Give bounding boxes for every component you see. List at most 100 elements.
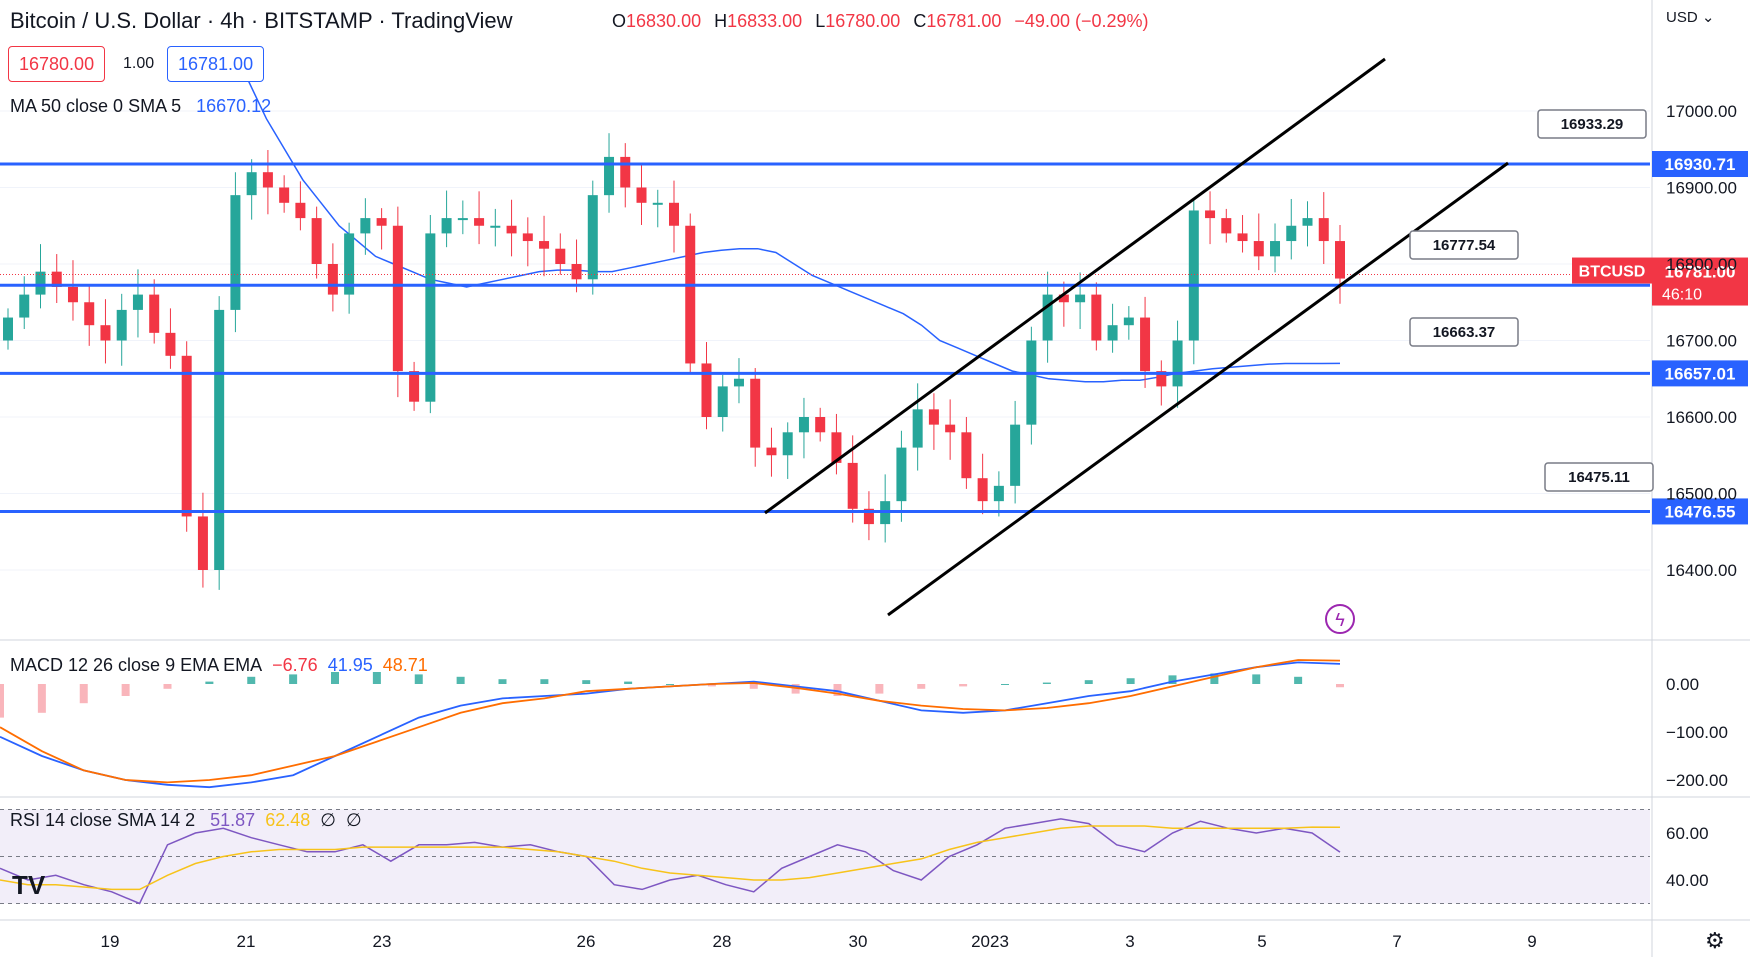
sell-button[interactable]: 16780.00 — [8, 46, 106, 82]
candle-body — [84, 302, 95, 326]
candle-body — [733, 378, 744, 387]
callout-label: 16777.54 — [1433, 237, 1496, 254]
time-tick-label: 7 — [1392, 932, 1401, 951]
tradingview-logo[interactable]: TV — [12, 870, 46, 900]
last-price-tag — [1652, 257, 1748, 306]
candle-body — [669, 202, 679, 226]
candle-body — [945, 424, 956, 433]
candle-body — [1058, 294, 1069, 303]
macd-histogram-bar — [917, 684, 926, 689]
macd-histogram-bar — [0, 684, 4, 718]
time-tick-label: 2023 — [971, 932, 1009, 951]
candle-body — [295, 202, 306, 219]
price-tick-label: 16700.00 — [1666, 332, 1737, 351]
price-tick-label: 16600.00 — [1666, 408, 1737, 427]
change-value: −49.00 (−0.29%) — [1014, 11, 1149, 31]
candle-body — [1335, 241, 1345, 279]
macd-tick-label: 0.00 — [1666, 675, 1699, 694]
macd-histogram-bar — [707, 684, 716, 687]
ma-legend[interactable]: MA 50 close 0 SMA 5 16670.12 — [10, 96, 271, 117]
candle-body — [896, 447, 907, 502]
price-callouts[interactable]: 16933.29 16777.54 16663.37 16475.11 — [1409, 109, 1654, 492]
candle-body — [701, 363, 712, 417]
open-label: O — [612, 11, 627, 31]
macd-histogram-bar — [624, 681, 633, 684]
macd-legend-label: MACD 12 26 close 9 EMA EMA — [10, 655, 263, 675]
currency-selector[interactable]: USD ⌄ — [1666, 8, 1714, 26]
candle-body — [717, 386, 728, 417]
macd-histogram-bar — [121, 684, 130, 696]
macd-line — [0, 661, 1341, 789]
close-label: C — [913, 11, 927, 31]
rsi-sma-value: 62.48 — [265, 810, 311, 830]
candle-body — [474, 218, 485, 226]
rsi-legend[interactable]: RSI 14 close SMA 14 2 51.87 62.48 ∅ ∅ — [10, 810, 362, 831]
candle-body — [1140, 317, 1151, 372]
candle-body — [604, 156, 615, 196]
ma50-path — [229, 49, 1341, 383]
rsi-tick-label: 40.00 — [1666, 871, 1709, 890]
macd-histogram-bar — [875, 684, 884, 694]
macd-histogram-bar — [1042, 682, 1051, 684]
macd-histogram-bar — [79, 684, 88, 704]
macd-signal-value: 48.71 — [382, 655, 428, 675]
candle-body — [1075, 294, 1086, 303]
candle-body — [490, 225, 501, 228]
ma-legend-value: 16670.12 — [196, 96, 272, 116]
last-price-value: 16781.00 — [1665, 263, 1736, 282]
candle-body — [1010, 424, 1021, 486]
candle-body — [116, 309, 127, 341]
callout-label: 16475.11 — [1568, 469, 1630, 486]
price-axis[interactable]: BTCUSD 16781.00 46:10 16400.00 16500.00 16600… — [1572, 102, 1748, 580]
price-tick-label: 16800.00 — [1666, 255, 1737, 274]
candles — [3, 133, 1345, 590]
ohlc-readout: O16830.00 H16833.00 L16780.00 C16781.00 … — [612, 11, 1157, 32]
macd-pane: 0.00 −100.00 −200.00 — [0, 659, 1728, 790]
macd-histogram-bar — [959, 684, 968, 687]
macd-histogram-bar — [1210, 673, 1219, 684]
candle-body — [539, 241, 550, 249]
candle-body — [1318, 218, 1329, 242]
price-tick-label: 17000.00 — [1666, 102, 1737, 121]
level-price-label: 16476.55 — [1665, 502, 1736, 521]
callout-box — [1409, 317, 1519, 347]
candle-body — [1172, 340, 1183, 387]
macd-histogram-bar — [247, 676, 256, 684]
candle-body — [620, 156, 631, 188]
rsi-pane: 60.00 40.00 — [0, 818, 1709, 905]
candle-body — [311, 218, 322, 264]
macd-histogram-bar — [833, 684, 842, 696]
time-tick-label: 28 — [713, 932, 732, 951]
spread-value: 1.00 — [123, 55, 155, 72]
time-axis[interactable]: 19 21 23 26 28 30 2023 3 5 7 9 ⚙ — [101, 928, 1725, 953]
ma50-line — [229, 49, 1341, 383]
candle-body — [636, 187, 647, 203]
candle-body — [1042, 294, 1053, 341]
candle-body — [831, 432, 842, 463]
macd-signal-line — [0, 659, 1341, 784]
event-lightning-icon — [1325, 604, 1355, 634]
candle-body — [360, 218, 371, 234]
macd-histogram-bar — [37, 684, 46, 713]
candle-body — [1205, 210, 1216, 219]
time-tick-label: 9 — [1527, 932, 1536, 951]
buy-button[interactable]: 16781.00 — [167, 46, 265, 82]
callout-label: 16933.29 — [1561, 116, 1624, 133]
close-value: 16781.00 — [926, 11, 1002, 31]
candle-body — [522, 233, 533, 242]
rsi-legend-label: RSI 14 close SMA 14 2 — [10, 810, 196, 830]
macd-histogram-bar — [1168, 675, 1177, 684]
candle-body — [555, 248, 566, 264]
macd-legend[interactable]: MACD 12 26 close 9 EMA EMA −6.76 41.95 4… — [10, 655, 428, 676]
symbol-label: BTCUSD — [1579, 264, 1646, 281]
candle-body — [587, 195, 598, 280]
level-price-tag — [1652, 498, 1748, 525]
candle-body — [279, 187, 290, 203]
macd-histogram-bar — [1084, 680, 1093, 684]
callout-box — [1537, 109, 1647, 139]
candle-body — [1302, 218, 1313, 226]
level-price-tag — [1652, 360, 1748, 387]
ascending-channel[interactable] — [764, 57, 1509, 617]
candle-body — [1107, 325, 1118, 341]
